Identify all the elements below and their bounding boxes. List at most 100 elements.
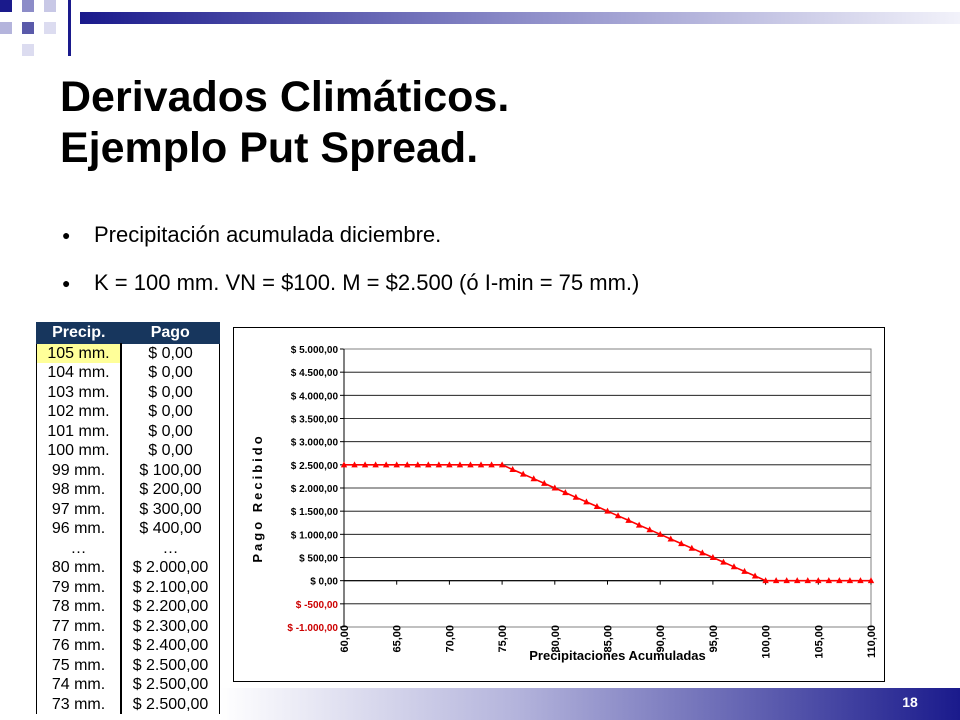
precip-cell: 99 mm. xyxy=(36,460,122,480)
data-point xyxy=(488,461,495,468)
data-point xyxy=(382,461,390,468)
corner-square-light-3 xyxy=(44,0,56,12)
precip-cell: 105 mm. xyxy=(36,343,122,363)
pago-cell: $ 200,00 xyxy=(120,480,220,500)
precip-cell: 80 mm. xyxy=(36,558,122,578)
data-point xyxy=(435,461,443,468)
pago-cell: $ 2.000,00 xyxy=(120,558,220,578)
precip-cell: 100 mm. xyxy=(36,441,122,461)
x-tick-label: 95,00 xyxy=(708,625,720,653)
table-row: 73 mm. $ 2.500,00 xyxy=(36,694,220,714)
pago-cell: $ 0,00 xyxy=(120,421,220,441)
y-tick-label: $ 3.000,00 xyxy=(291,438,339,449)
y-tick-label: $ 3.500,00 xyxy=(291,415,339,426)
x-tick-label: 80,00 xyxy=(550,625,562,653)
x-tick-label: 70,00 xyxy=(444,625,456,653)
pago-cell: $ 100,00 xyxy=(120,460,220,480)
data-point xyxy=(720,558,727,565)
table-row: …… xyxy=(36,538,220,558)
y-tick-label: $ 5.000,00 xyxy=(291,345,339,356)
pago-cell: $ 0,00 xyxy=(120,402,220,422)
pago-cell: $ 2.300,00 xyxy=(120,616,220,636)
data-point xyxy=(572,493,580,500)
table-row: 101 mm. $ 0,00 xyxy=(36,421,220,441)
footer-gradient-bar xyxy=(220,688,960,720)
pago-cell: $ 2.500,00 xyxy=(120,675,220,695)
precip-cell: 78 mm. xyxy=(36,597,122,617)
data-point xyxy=(541,479,548,486)
y-tick-label: $ 2.500,00 xyxy=(291,461,339,472)
pago-cell: $ 0,00 xyxy=(120,343,220,363)
data-point xyxy=(404,461,411,468)
slide-title: Derivados Climáticos. Ejemplo Put Spread… xyxy=(60,72,509,174)
table-row: 74 mm. $ 2.500,00 xyxy=(36,675,220,695)
bullet-item: ● Precipitación acumulada diciembre. xyxy=(62,222,639,270)
data-point xyxy=(635,521,643,528)
table-row: 103 mm. $ 0,00 xyxy=(36,382,220,402)
table-row: 78 mm. $ 2.200,00 xyxy=(36,597,220,617)
precip-cell: 74 mm. xyxy=(36,675,122,695)
header-precip: Precip. xyxy=(36,322,122,344)
corner-square-mid-1 xyxy=(22,22,34,34)
table-row: 96 mm. $ 400,00 xyxy=(36,519,220,539)
bullet-text: Precipitación acumulada diciembre. xyxy=(94,222,442,247)
table-row: 77 mm. $ 2.300,00 xyxy=(36,616,220,636)
precip-cell: 104 mm. xyxy=(36,363,122,383)
data-point xyxy=(467,461,474,468)
data-point xyxy=(678,540,685,547)
data-point xyxy=(804,577,811,584)
precip-cell: 76 mm. xyxy=(36,636,122,656)
x-tick-label: 85,00 xyxy=(603,625,615,653)
table-row: 98 mm. $ 200,00 xyxy=(36,480,220,500)
table-row: 99 mm. $ 100,00 xyxy=(36,460,220,480)
title-line-1: Derivados Climáticos. xyxy=(60,73,510,121)
data-point xyxy=(772,577,780,584)
precip-cell: 79 mm. xyxy=(36,577,122,597)
precip-cell: 97 mm. xyxy=(36,499,122,519)
data-point xyxy=(762,577,769,584)
bullet-icon: ● xyxy=(62,275,71,291)
pago-cell: $ 2.200,00 xyxy=(120,597,220,617)
precip-cell: 73 mm. xyxy=(36,694,122,714)
corner-square-light-2 xyxy=(0,22,12,34)
table-header-row: Precip. Pago xyxy=(36,322,220,344)
pago-cell: $ 0,00 xyxy=(120,363,220,383)
table-row: 76 mm. $ 2.400,00 xyxy=(36,636,220,656)
payoff-table: Precip. Pago 105 mm. $ 0,00 104 mm. $ 0,00 1… xyxy=(36,322,220,714)
x-tick-label: 65,00 xyxy=(392,625,404,653)
data-point xyxy=(583,498,590,505)
bullet-list: ● Precipitación acumulada diciembre. ● K =… xyxy=(62,222,639,318)
pago-cell: $ 2.500,00 xyxy=(120,694,220,714)
data-point xyxy=(519,470,527,477)
data-point xyxy=(340,461,348,468)
data-point xyxy=(551,484,558,491)
x-tick-label: 100,00 xyxy=(761,625,773,659)
precip-cell: … xyxy=(36,538,122,558)
y-tick-label: $ 1.500,00 xyxy=(291,507,339,518)
table-row: 100 mm. $ 0,00 xyxy=(36,441,220,461)
bullet-item: ● K = 100 mm. VN = $100. M = $2.500 (ó I-… xyxy=(62,270,639,318)
table-row: 80 mm. $ 2.000,00 xyxy=(36,558,220,578)
bullet-icon: ● xyxy=(62,227,71,243)
data-point xyxy=(604,507,611,514)
data-point xyxy=(815,577,822,584)
title-line-2: Ejemplo Put Spread. xyxy=(60,124,479,172)
x-tick-label: 110,00 xyxy=(866,625,878,658)
data-point xyxy=(730,563,738,570)
data-point xyxy=(477,461,485,468)
x-tick-label: 75,00 xyxy=(497,625,509,653)
data-point xyxy=(425,461,432,468)
data-point xyxy=(456,461,464,468)
data-point xyxy=(498,461,506,468)
precip-cell: 75 mm. xyxy=(36,655,122,675)
data-point xyxy=(614,512,622,519)
table-row: 97 mm. $ 300,00 xyxy=(36,499,220,519)
data-point xyxy=(857,577,864,584)
y-tick-label: $ -500,00 xyxy=(296,600,339,611)
data-point xyxy=(593,503,601,510)
data-point xyxy=(562,489,569,496)
data-point xyxy=(625,516,632,523)
data-point xyxy=(825,577,833,584)
x-tick-label: 105,00 xyxy=(813,625,825,659)
y-tick-label: $ -1.000,00 xyxy=(287,623,338,634)
